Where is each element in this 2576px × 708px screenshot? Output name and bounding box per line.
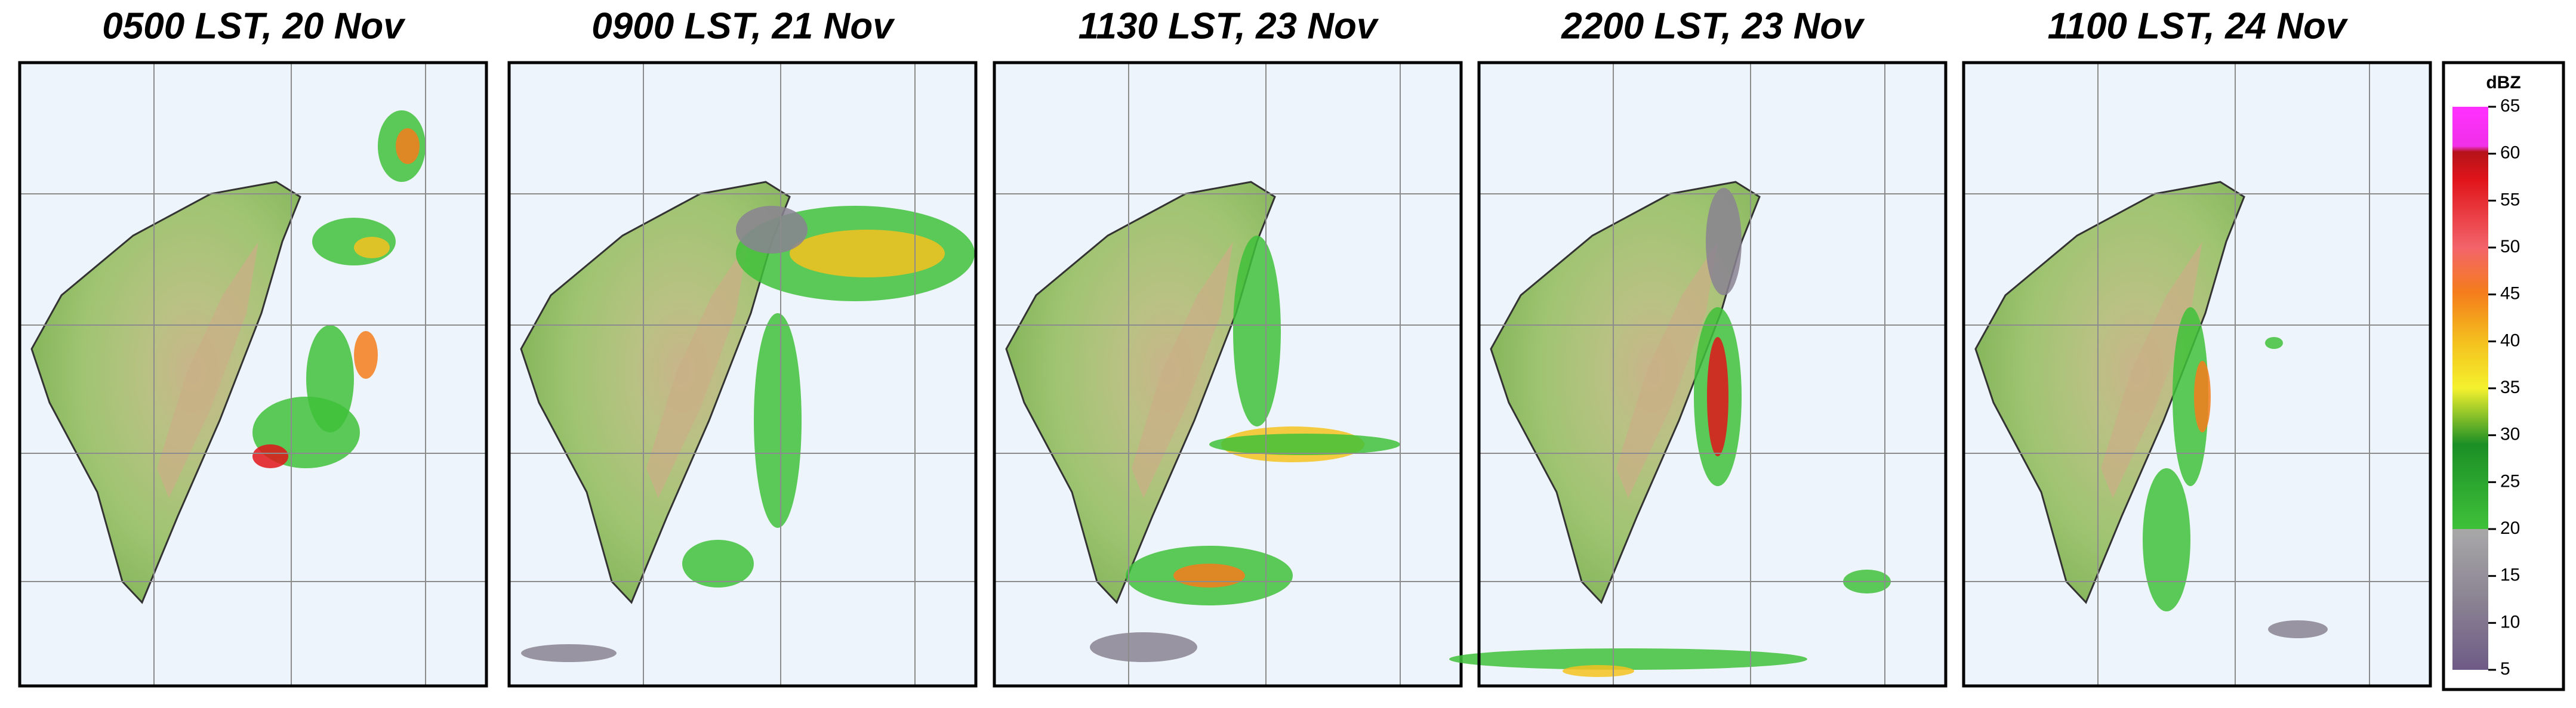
radar-echo [354, 237, 390, 258]
radar-echo [790, 230, 945, 277]
colorbar-tick-label: 55 [2500, 190, 2520, 209]
mountains [2101, 242, 2202, 498]
radar-echo [1563, 665, 1634, 677]
mountains [157, 242, 258, 498]
mountains [1132, 242, 1233, 498]
radar-echo [736, 206, 808, 253]
colorbar-tick-label: 65 [2500, 96, 2520, 116]
radar-map [1962, 61, 2432, 688]
map-frame [1962, 61, 2432, 688]
radar-echo [1706, 188, 1742, 295]
radar-echo [521, 644, 617, 662]
colorbar [2452, 107, 2488, 670]
map-frame [507, 61, 978, 688]
radar-echo [1449, 648, 1807, 670]
radar-map [507, 61, 978, 688]
radar-echo [396, 128, 420, 164]
colorbar-tick-label: 20 [2500, 518, 2520, 538]
radar-echo [1209, 434, 1400, 455]
radar-echo [682, 540, 754, 588]
radar-echo [1707, 337, 1728, 456]
colorbar-tick-label: 45 [2500, 284, 2520, 304]
radar-map [1449, 61, 1948, 688]
colorbar-tick-label: 25 [2500, 471, 2520, 491]
panel-title: 2200 LST, 23 Nov [1561, 5, 1865, 47]
colorbar-tick-label: 10 [2500, 612, 2520, 632]
radar-echo [2265, 337, 2283, 349]
radar-echo [354, 331, 378, 379]
map-frame [993, 61, 1463, 688]
colorbar-tick-label: 35 [2500, 378, 2520, 397]
radar-map [993, 61, 1463, 688]
panel-title: 0900 LST, 21 Nov [591, 5, 895, 47]
radar-echo [2268, 620, 2328, 638]
radar-echo [754, 313, 802, 528]
map-frame [18, 61, 488, 688]
colorbar-tick-label: 5 [2500, 659, 2510, 679]
colorbar-tick-label: 50 [2500, 237, 2520, 256]
colorbar-tick-label: 15 [2500, 565, 2520, 585]
colorbar-label: dBZ [2486, 73, 2520, 92]
map-frame [1477, 61, 1948, 688]
mountains [1616, 242, 1718, 498]
radar-map [18, 61, 488, 688]
panel-title: 1130 LST, 23 Nov [1079, 5, 1379, 47]
colorbar-tick-label: 30 [2500, 425, 2520, 444]
mountains [646, 242, 748, 498]
radar-echo [2194, 361, 2211, 432]
radar-echo [1173, 564, 1245, 588]
colorbar-tick-label: 60 [2500, 143, 2520, 163]
colorbar-tick-label: 40 [2500, 330, 2520, 350]
panel-title: 1100 LST, 24 Nov [2048, 5, 2349, 47]
radar-echo [252, 444, 288, 468]
radar-echo [1090, 632, 1197, 662]
radar-echo [2143, 468, 2190, 611]
radar-echo [2173, 307, 2208, 486]
panel-title: 0500 LST, 20 Nov [102, 5, 406, 47]
radar-echo [1233, 236, 1281, 426]
